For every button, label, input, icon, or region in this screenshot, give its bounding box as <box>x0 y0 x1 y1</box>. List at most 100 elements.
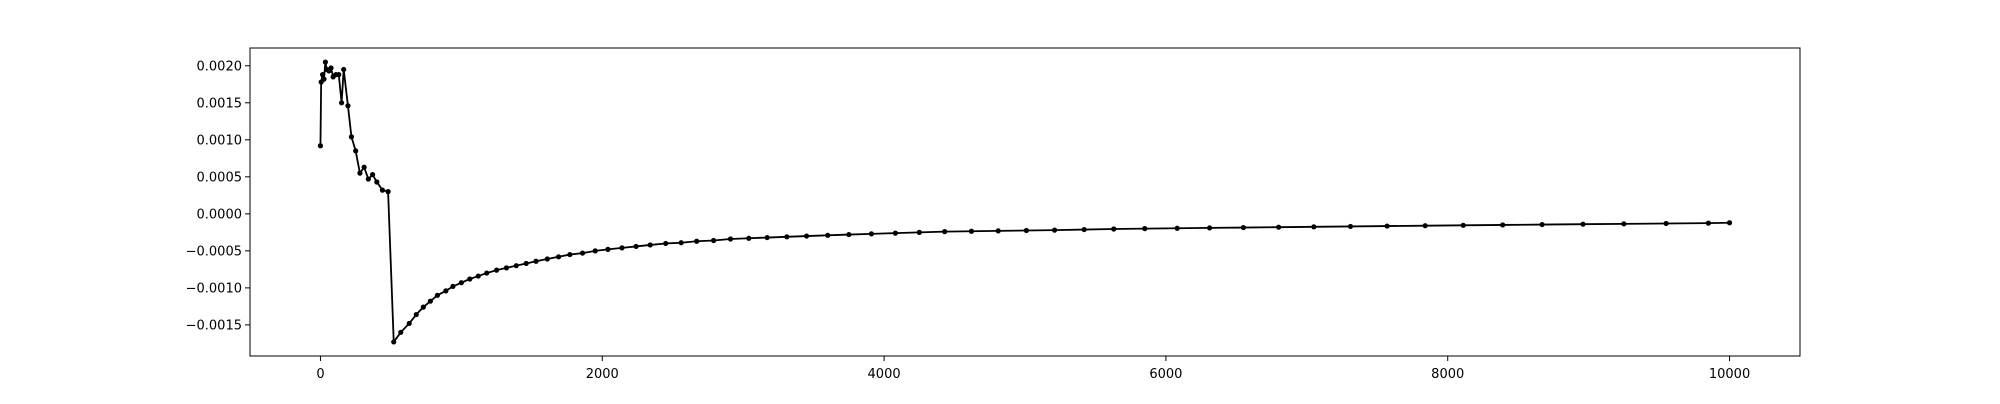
data-point <box>443 288 449 294</box>
data-point <box>458 280 464 286</box>
plot-frame <box>249 47 1801 357</box>
data-point <box>1051 227 1058 233</box>
data-point <box>1726 220 1733 226</box>
x-tick-label: 10000 <box>1709 367 1750 382</box>
data-point <box>357 170 363 176</box>
data-point <box>361 164 367 170</box>
data-point <box>784 234 790 240</box>
data-point <box>450 283 456 289</box>
x-tick-label: 4000 <box>868 367 901 382</box>
data-point <box>916 229 922 235</box>
data-point <box>1240 224 1247 231</box>
data-point <box>968 228 975 234</box>
data-point <box>633 243 639 250</box>
data-point <box>341 66 347 73</box>
data-point <box>1174 225 1180 231</box>
y-tick-label: −0.0010 <box>186 281 242 296</box>
data-point <box>493 267 500 273</box>
data-point <box>328 65 334 71</box>
data-point <box>1500 222 1506 228</box>
data-point <box>592 248 598 254</box>
data-point <box>694 238 700 244</box>
y-tick-label: 0.0010 <box>197 133 243 148</box>
data-point <box>338 100 345 106</box>
data-point <box>1539 221 1545 228</box>
data-point <box>663 240 669 247</box>
data-point <box>892 230 898 236</box>
data-point <box>995 228 1001 234</box>
data-point <box>825 232 831 238</box>
data-point <box>764 234 770 241</box>
data-point <box>1276 224 1282 230</box>
data-point <box>803 233 810 239</box>
data-point <box>317 143 324 149</box>
data-point <box>523 260 529 267</box>
data-point <box>348 134 355 140</box>
data-point <box>467 276 473 282</box>
data-point <box>1384 223 1390 229</box>
data-point <box>475 273 481 279</box>
data-point <box>379 187 386 193</box>
data-point <box>1580 221 1586 227</box>
data-point <box>942 229 948 235</box>
data-point <box>1460 222 1466 228</box>
data-point <box>727 236 734 242</box>
data-point <box>1081 226 1087 233</box>
y-tick-label: −0.0015 <box>186 318 242 333</box>
y-tick-label: −0.0005 <box>186 244 242 259</box>
data-point <box>427 298 433 304</box>
data-point <box>391 339 397 345</box>
data-point <box>1347 223 1354 230</box>
data-point <box>385 189 391 195</box>
data-point <box>322 59 328 65</box>
x-tick-label: 0 <box>316 367 324 382</box>
data-point <box>1206 225 1213 231</box>
y-tick-label: 0.0005 <box>197 170 243 185</box>
data-point <box>513 263 519 269</box>
data-point <box>420 304 426 310</box>
data-point <box>846 231 852 238</box>
x-tick-label: 6000 <box>1149 367 1182 382</box>
data-point <box>1023 227 1030 234</box>
data-point <box>555 254 562 260</box>
x-axis: 0 2000 4000 6000 8000 10000 <box>316 356 1750 382</box>
data-point <box>353 148 359 154</box>
x-tick-label: 2000 <box>586 367 619 382</box>
data-point <box>374 179 380 185</box>
data-point <box>369 172 376 178</box>
data-point <box>1705 220 1712 226</box>
data-point <box>365 176 371 182</box>
y-tick-label: 0.0020 <box>197 59 243 74</box>
series-line <box>319 61 1730 343</box>
plot-area <box>250 48 1800 356</box>
data-point <box>484 270 490 276</box>
data-point <box>406 320 412 327</box>
data-point <box>1663 220 1669 227</box>
data-point <box>503 265 510 271</box>
data-point <box>678 240 684 246</box>
y-axis: −0.0015 −0.0010 −0.0005 0.0000 0.0005 0.0010 0… <box>186 59 250 333</box>
data-point <box>321 76 327 82</box>
data-point <box>647 242 653 248</box>
data-point <box>1311 224 1317 230</box>
data-point <box>579 250 586 256</box>
data-point <box>619 245 625 251</box>
data-point <box>746 235 752 241</box>
data-point <box>319 72 326 78</box>
series-points <box>317 59 1733 345</box>
data-point <box>868 231 875 237</box>
data-point <box>1142 226 1148 232</box>
x-tick-label: 8000 <box>1431 367 1464 382</box>
data-point <box>1111 226 1117 232</box>
data-point <box>544 256 550 262</box>
y-tick-label: 0.0015 <box>197 96 243 111</box>
data-point <box>533 258 539 264</box>
data-point <box>413 311 419 318</box>
data-point <box>398 329 404 335</box>
data-point <box>567 251 573 258</box>
data-point <box>1621 221 1627 227</box>
data-point <box>434 292 441 298</box>
y-tick-label: 0.0000 <box>197 207 243 222</box>
